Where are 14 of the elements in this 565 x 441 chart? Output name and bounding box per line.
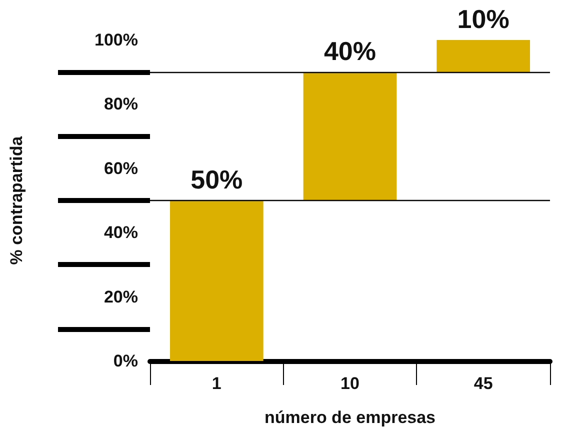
y-axis-title: % contrapartida [7, 136, 26, 265]
data-label: 10% [457, 4, 510, 34]
y-tick-label: 80% [104, 94, 138, 114]
x-tick-label: 45 [474, 374, 493, 393]
y-tick-label: 40% [104, 223, 138, 242]
y-tick-label: 20% [104, 287, 138, 306]
data-label: 50% [190, 164, 243, 194]
y-tick-label: 60% [104, 158, 138, 178]
x-tick-label: 10 [340, 374, 360, 393]
x-axis-title: número de empresas [264, 408, 436, 427]
y-tick-label: 0% [113, 352, 138, 370]
x-tick-label: 1 [212, 374, 222, 393]
y-tick-label: 100% [94, 30, 138, 50]
data-label: 40% [324, 36, 376, 66]
